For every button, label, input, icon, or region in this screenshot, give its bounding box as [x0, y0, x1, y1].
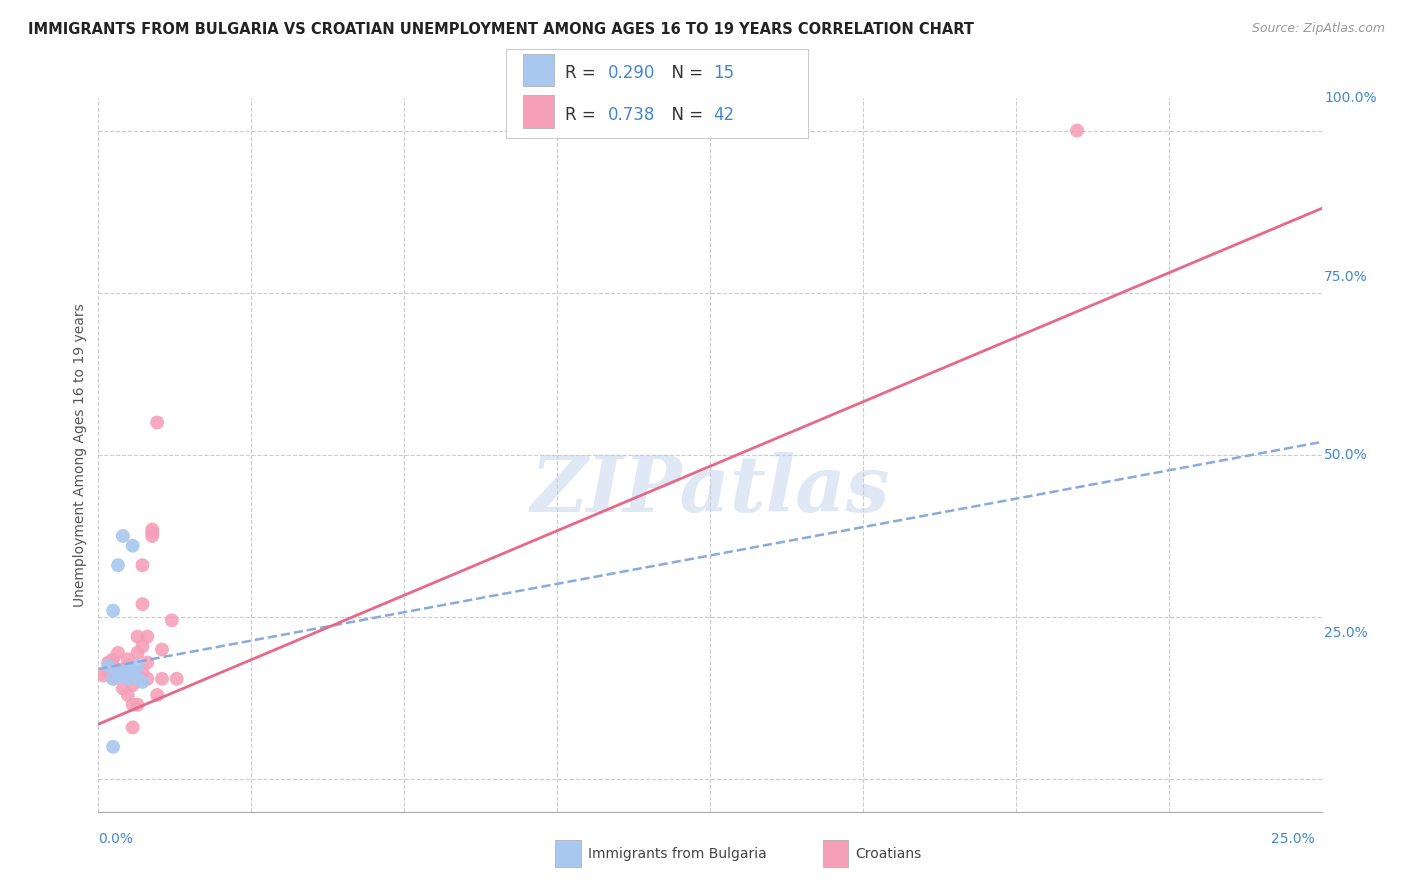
Point: [141, 529, 163, 543]
Point: [127, 698, 149, 712]
Point: [111, 529, 134, 543]
Text: 0.738: 0.738: [607, 106, 655, 124]
Point: [117, 672, 139, 686]
Point: [117, 672, 139, 686]
Point: [121, 539, 143, 553]
Text: 75.0%: 75.0%: [1324, 269, 1368, 284]
Point: [107, 558, 129, 573]
Text: N =: N =: [661, 106, 709, 124]
Point: [1066, 123, 1088, 137]
Text: R =: R =: [565, 64, 602, 82]
Point: [101, 652, 124, 666]
Point: [146, 688, 169, 702]
Text: R =: R =: [565, 106, 602, 124]
Point: [107, 665, 129, 680]
Point: [111, 668, 134, 682]
Point: [121, 698, 143, 712]
Point: [101, 672, 124, 686]
Text: IMMIGRANTS FROM BULGARIA VS CROATIAN UNEMPLOYMENT AMONG AGES 16 TO 19 YEARS CORR: IMMIGRANTS FROM BULGARIA VS CROATIAN UNE…: [28, 22, 974, 37]
Point: [127, 668, 149, 682]
Text: ZIPatlas: ZIPatlas: [530, 452, 890, 529]
Point: [101, 604, 124, 618]
Point: [97, 658, 120, 673]
Point: [160, 613, 183, 627]
Point: [121, 668, 143, 682]
Point: [131, 558, 153, 573]
Point: [141, 523, 163, 537]
Point: [91, 668, 114, 682]
Y-axis label: Unemployment Among Ages 16 to 19 years: Unemployment Among Ages 16 to 19 years: [73, 303, 87, 607]
Point: [117, 658, 139, 673]
Point: [107, 668, 129, 682]
Text: 50.0%: 50.0%: [1324, 448, 1368, 462]
Point: [121, 678, 143, 692]
Point: [111, 665, 134, 680]
Point: [136, 672, 159, 686]
Point: [121, 720, 143, 734]
Text: 42: 42: [713, 106, 734, 124]
Point: [101, 672, 124, 686]
Text: Croatians: Croatians: [855, 847, 921, 861]
Point: [127, 658, 149, 673]
Text: N =: N =: [661, 64, 709, 82]
Point: [121, 665, 143, 680]
Point: [117, 662, 139, 676]
Text: 0.290: 0.290: [607, 64, 655, 82]
Point: [117, 672, 139, 686]
Point: [107, 665, 129, 680]
Point: [111, 681, 134, 696]
Point: [127, 630, 149, 644]
Point: [131, 597, 153, 611]
Text: Source: ZipAtlas.com: Source: ZipAtlas.com: [1251, 22, 1385, 36]
Point: [117, 652, 139, 666]
Point: [97, 656, 120, 670]
Point: [146, 416, 169, 430]
Text: 100.0%: 100.0%: [1324, 91, 1376, 105]
Point: [150, 642, 173, 657]
Text: 25.0%: 25.0%: [1324, 626, 1368, 640]
Text: 25.0%: 25.0%: [1271, 832, 1315, 846]
Text: Immigrants from Bulgaria: Immigrants from Bulgaria: [588, 847, 766, 861]
Point: [150, 672, 173, 686]
Text: 15: 15: [713, 64, 734, 82]
Point: [107, 646, 129, 660]
Point: [136, 656, 159, 670]
Point: [127, 672, 149, 686]
Point: [136, 630, 159, 644]
Point: [166, 672, 188, 686]
Point: [131, 665, 153, 680]
Point: [127, 646, 149, 660]
Point: [97, 665, 120, 680]
Point: [101, 658, 124, 673]
Point: [131, 640, 153, 654]
Point: [131, 675, 153, 690]
Point: [101, 739, 124, 754]
Text: 0.0%: 0.0%: [98, 832, 134, 846]
Point: [117, 688, 139, 702]
Point: [141, 525, 163, 540]
Point: [111, 662, 134, 676]
